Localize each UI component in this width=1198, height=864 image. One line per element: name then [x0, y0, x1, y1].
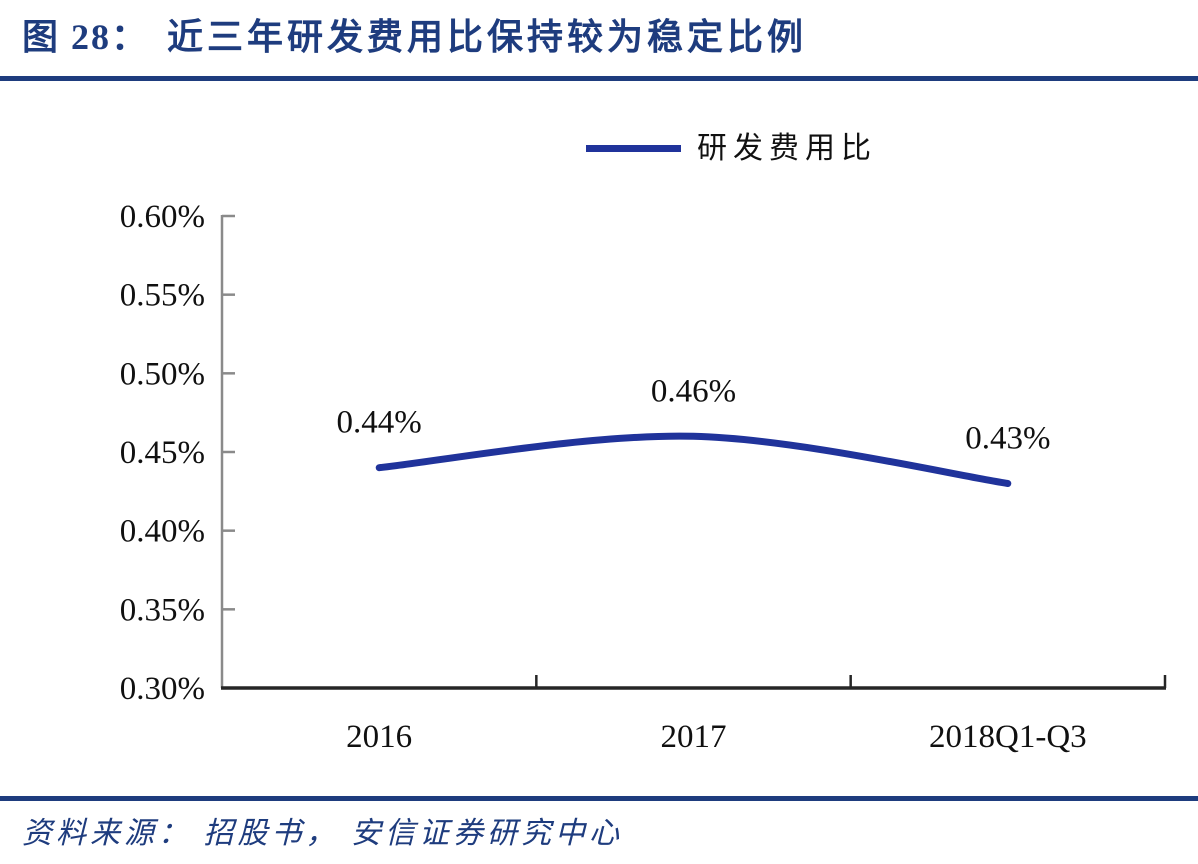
y-axis-tick-label: 0.60%	[120, 199, 205, 235]
legend-label: 研发费用比	[697, 132, 877, 165]
source-note: 资料来源： 招股书， 安信证券研究中心	[22, 817, 623, 850]
y-axis-tick-label: 0.50%	[120, 356, 205, 392]
x-axis-category-label: 2016	[346, 719, 412, 755]
y-axis-tick-label: 0.30%	[120, 671, 205, 707]
x-axis-category-label: 2018Q1-Q3	[929, 719, 1087, 755]
y-axis-tick-label: 0.40%	[120, 514, 205, 550]
data-point-label: 0.44%	[337, 405, 422, 441]
figure-title: 图 28： 近三年研发费用比保持较为稳定比例	[22, 8, 1178, 60]
title-divider	[0, 76, 1198, 81]
y-axis-tick-label: 0.55%	[120, 278, 205, 314]
y-axis-tick-label: 0.35%	[120, 592, 205, 628]
figure-number: 图 28：	[22, 17, 150, 57]
source-divider	[0, 796, 1198, 801]
x-axis-category-label: 2017	[661, 719, 727, 755]
data-point-label: 0.46%	[651, 373, 736, 409]
figure-title-text: 近三年研发费用比保持较为稳定比例	[167, 17, 808, 57]
data-point-label: 0.43%	[965, 420, 1050, 456]
y-axis-tick-label: 0.45%	[120, 435, 205, 471]
chart-legend: 研发费用比	[586, 132, 877, 165]
legend-line-swatch	[586, 145, 681, 152]
series-line	[375, 432, 1012, 487]
